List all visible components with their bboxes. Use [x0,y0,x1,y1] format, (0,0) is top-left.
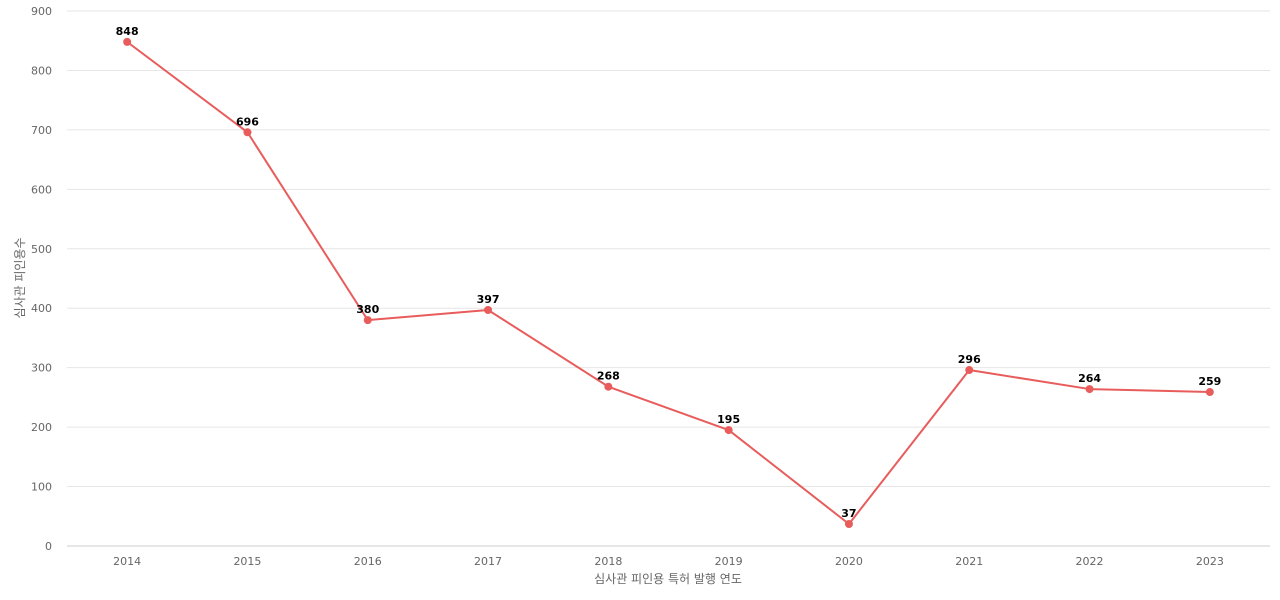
data-point [604,382,613,391]
data-point [363,316,372,325]
series-line [126,41,1210,526]
data-point [1205,388,1214,397]
data-label: 296 [958,353,981,366]
data-point [484,306,493,315]
y-tick-label: 400 [31,302,52,315]
x-tick-label: 2020 [835,555,863,568]
x-tick-label: 2018 [594,555,622,568]
x-tick-label: 2019 [715,555,743,568]
data-label: 380 [356,303,379,316]
x-tick-label: 2016 [354,555,382,568]
x-tick-label: 2022 [1076,555,1104,568]
y-tick-label: 800 [31,64,52,77]
x-axis-title: 심사관 피인용 특허 발행 연도 [594,571,742,586]
data-point [965,366,974,375]
data-label: 268 [597,370,620,383]
x-tick-label: 2017 [474,555,502,568]
x-axis-ticks: 2014 2015 2016 2017 2018 2019 2020 2021 2022 2023 [113,555,1224,568]
grid-lines [67,10,1270,488]
data-point [243,128,252,137]
data-label: 397 [477,293,500,306]
y-tick-label: 900 [31,5,52,18]
y-axis-ticks: 0 100 200 300 400 500 600 700 800 900 [31,5,52,553]
y-tick-label: 300 [31,362,52,375]
data-point [1085,385,1094,394]
data-label: 195 [717,413,740,426]
data-point [123,37,132,46]
y-tick-label: 0 [45,540,52,553]
y-tick-label: 600 [31,183,52,196]
y-axis-title: 심사관 피인용수 [13,237,27,318]
x-tick-label: 2014 [113,555,141,568]
x-tick-label: 2023 [1196,555,1224,568]
y-tick-label: 700 [31,124,52,137]
data-label: 37 [841,507,856,520]
data-label: 259 [1198,375,1221,388]
data-label: 264 [1078,372,1101,385]
data-point [844,520,853,529]
y-tick-label: 100 [31,481,52,494]
series-group [123,37,1214,529]
data-label: 848 [116,25,139,38]
x-tick-label: 2021 [955,555,983,568]
x-tick-label: 2015 [233,555,261,568]
data-point [724,426,733,435]
data-labels: 848 696 380 397 268 195 37 296 264 259 [116,25,1222,520]
y-tick-label: 200 [31,421,52,434]
data-label: 696 [236,115,259,128]
y-tick-label: 500 [31,243,52,256]
